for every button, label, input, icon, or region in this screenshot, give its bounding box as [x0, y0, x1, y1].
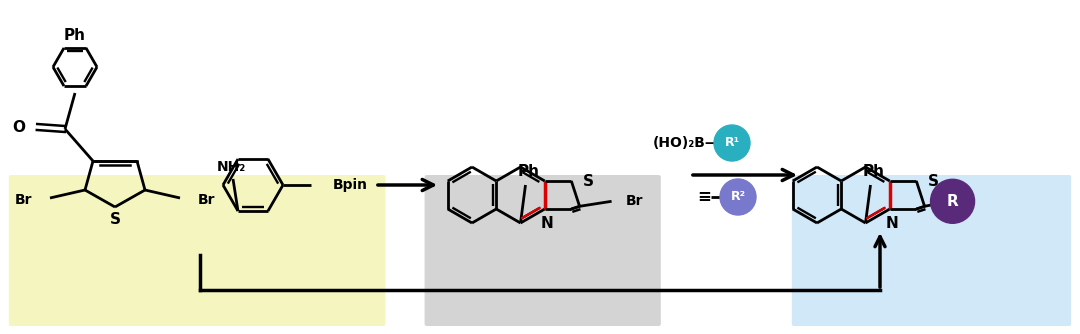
Text: Br: Br [14, 193, 32, 207]
FancyBboxPatch shape [9, 175, 386, 326]
Text: NH₂: NH₂ [216, 160, 245, 174]
Text: Ph: Ph [863, 164, 885, 178]
FancyBboxPatch shape [792, 175, 1071, 326]
Text: (HO)₂B—: (HO)₂B— [653, 136, 720, 150]
Text: Bpin: Bpin [333, 178, 368, 192]
Text: ≡: ≡ [697, 188, 711, 206]
Text: R¹: R¹ [725, 137, 740, 150]
Text: R²: R² [730, 190, 745, 203]
Text: R: R [947, 194, 958, 209]
Circle shape [931, 179, 974, 223]
Text: S: S [109, 212, 121, 227]
Text: O: O [12, 120, 25, 135]
Text: N: N [886, 215, 899, 230]
Text: Br: Br [198, 193, 216, 207]
Text: Br: Br [625, 194, 643, 208]
Circle shape [720, 179, 756, 215]
Text: Ph: Ph [517, 164, 540, 178]
FancyBboxPatch shape [424, 175, 661, 326]
Text: S: S [929, 173, 940, 188]
Circle shape [714, 125, 750, 161]
Text: S: S [583, 173, 594, 188]
Text: N: N [540, 215, 553, 230]
Text: Ph: Ph [64, 27, 86, 42]
